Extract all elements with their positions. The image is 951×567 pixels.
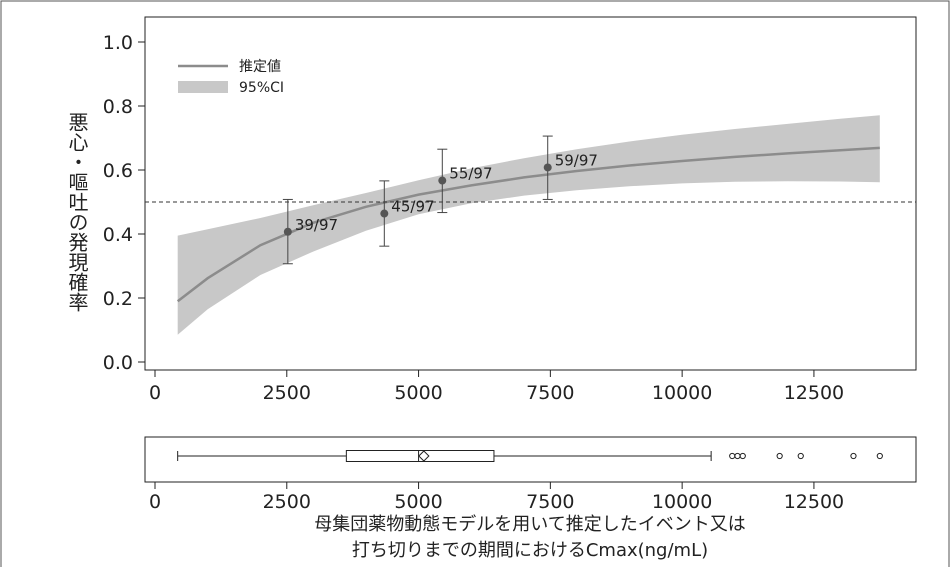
x-tick-label: 5000 [394, 382, 442, 404]
estimate-line [176, 146, 880, 303]
x-tick-label: 10000 [652, 491, 712, 513]
x-tick-label: 10000 [652, 382, 712, 404]
box-mean-diamond [418, 450, 430, 462]
ci-band-layer [177, 115, 880, 335]
box-layer [177, 450, 883, 462]
x-axis-main: 0 2500 5000 7500 10000 12500 [149, 370, 844, 404]
legend-label-estimate: 推定値 [239, 59, 281, 75]
box-outlier [729, 452, 736, 460]
y-tick-label: 0.8 [103, 96, 133, 118]
legend-band-swatch [178, 81, 228, 93]
legend-label-ci: 95%CI [239, 80, 284, 96]
y-axis-title: 悪心・嘔吐の発現確率 [65, 112, 89, 312]
observed-point-label: 45/97 [391, 198, 434, 216]
observed-point-3: 59/97 [542, 135, 598, 200]
x-tick-label: 0 [149, 382, 161, 404]
observed-point-2: 55/97 [437, 148, 493, 214]
x-tick-label: 2500 [263, 491, 311, 513]
y-tick-label: 0.0 [103, 352, 133, 374]
observed-point-1: 45/97 [379, 180, 435, 247]
legend: 推定値 95%CI [178, 59, 284, 96]
box-outlier [776, 452, 783, 460]
y-axis-title-text: 悪心・嘔吐の発現確率 [65, 112, 89, 312]
box-outlier [797, 452, 804, 460]
y-axis: 0.0 0.2 0.4 0.6 0.8 1.0 [103, 32, 145, 374]
y-tick-label: 1.0 [103, 32, 133, 54]
observed-point-0: 39/97 [282, 198, 338, 265]
box-outlier [850, 452, 857, 460]
x-axis-title-line-1: 母集団薬物動態モデルを用いて推定したイベント又は [314, 514, 745, 535]
boxplot-frame [144, 436, 917, 483]
ci-band [177, 115, 880, 335]
y-tick-label: 0.4 [103, 224, 133, 246]
cmax-boxplot: 0 2500 5000 7500 10000 12500 母集団薬物動態モデルを用いて推定… [144, 436, 917, 561]
observed-point-marker [543, 163, 552, 172]
observed-point-marker [380, 209, 389, 218]
x-tick-label: 7500 [526, 382, 574, 404]
y-tick-label: 0.6 [103, 160, 133, 182]
y-tick-label: 0.2 [103, 288, 133, 310]
x-axis-title-line-2: 打ち切りまでの期間におけるCmax(ng/mL) [352, 540, 708, 561]
observed-point-marker [438, 176, 447, 185]
x-tick-label: 5000 [394, 491, 442, 513]
box-outlier [739, 452, 746, 460]
observed-point-label: 59/97 [555, 151, 598, 169]
observed-point-label: 39/97 [295, 216, 338, 234]
estimate-layer [176, 146, 880, 303]
box-outlier [734, 452, 741, 460]
x-tick-label: 12500 [784, 382, 844, 404]
x-tick-label: 12500 [784, 491, 844, 513]
x-axis-box: 0 2500 5000 7500 10000 12500 [149, 482, 844, 513]
box-outlier [876, 452, 883, 460]
x-tick-label: 0 [149, 491, 161, 513]
observed-point-marker [283, 227, 292, 236]
observed-points-layer: 39/97 45/97 55/97 59/97 [282, 135, 598, 265]
x-tick-label: 7500 [526, 491, 574, 513]
x-tick-label: 2500 [263, 382, 311, 404]
observed-point-label: 55/97 [449, 165, 492, 183]
